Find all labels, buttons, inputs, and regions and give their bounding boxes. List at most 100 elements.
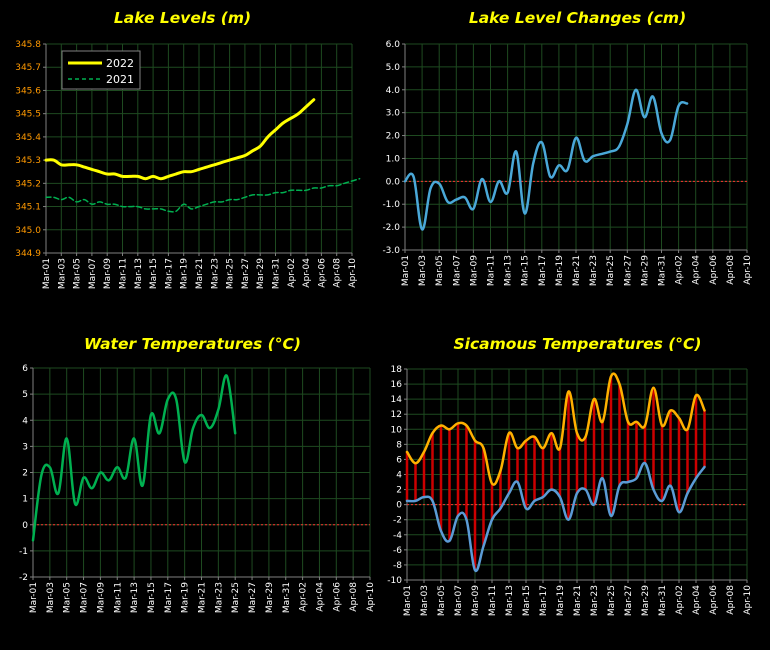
x-tick-label: Mar-09 [96, 582, 106, 613]
y-tick-label: 345.3 [15, 156, 41, 166]
x-tick-label: Apr-04 [302, 258, 312, 288]
y-tick-label: 0 [22, 521, 28, 531]
y-tick-label: 6.0 [386, 40, 401, 50]
range-bars [405, 376, 706, 571]
x-tick-label: Mar-11 [488, 585, 498, 616]
y-tick-label: 345.7 [15, 63, 41, 73]
y-tick-label: -2.0 [382, 223, 400, 233]
y-tick-label: 0.0 [386, 177, 401, 187]
lake-level-changes-chart: Lake Level Changes (cm) -3.0 -2.0 -1.0 0.0 1… [382, 0, 770, 325]
x-tick-label: Mar-09 [103, 258, 113, 289]
x-tick-label: Mar-27 [624, 585, 634, 616]
lake-levels-plot: 344.9 345.0 345.1 345.2 345.3 345.4 345.5 345.6… [15, 40, 361, 289]
x-tick-label: Apr-02 [675, 255, 685, 285]
x-tick-label: Mar-05 [63, 582, 73, 613]
y-tick-label: 345.1 [15, 203, 41, 213]
x-tick-label: Mar-29 [641, 585, 651, 616]
x-tick-label: Mar-25 [607, 585, 617, 616]
x-tick-label: Mar-25 [226, 258, 236, 289]
x-tick-label: Mar-03 [418, 255, 428, 286]
x-tick-label: Mar-03 [57, 258, 67, 289]
water-temperatures-plot: -2 -1 0 1 2 3 4 5 6 Mar-01 Mar-03 Mar-05 Mar-07 Mar-0… [19, 364, 376, 613]
chart-title: Water Temperatures (°C) [84, 335, 301, 353]
legend-label: 2022 [106, 57, 134, 70]
y-tick-label: 345.5 [15, 110, 41, 120]
x-tick-label: Apr-08 [726, 585, 736, 615]
y-tick-label: 4.0 [386, 86, 401, 96]
x-tick-label: Apr-10 [743, 585, 753, 615]
y-tick-label: 0 [396, 501, 402, 511]
y-tick-label: 18 [391, 365, 403, 375]
y-tick-label: -3.0 [382, 246, 400, 256]
chart-title: Lake Level Changes (cm) [468, 9, 687, 27]
y-tick-label: 6 [22, 364, 28, 374]
y-tick-label: 2 [22, 469, 28, 479]
x-tick-label: Mar-05 [435, 255, 445, 286]
x-tick-label: Mar-09 [471, 585, 481, 616]
x-tick-label: Mar-21 [195, 258, 205, 289]
y-tick-label: 345.4 [15, 133, 41, 143]
y-tick-label: -6 [393, 546, 402, 556]
x-tick-label: Mar-29 [265, 582, 275, 613]
series-line-series-0 [31, 374, 237, 542]
x-tick-label: Mar-03 [46, 582, 56, 613]
x-tick-label: Mar-15 [522, 585, 532, 616]
x-tick-label: Mar-21 [572, 255, 582, 286]
chart-title: Lake Levels (m) [113, 9, 252, 27]
x-tick-label: Mar-17 [539, 585, 549, 616]
y-tick-label: 10 [391, 425, 403, 435]
x-tick-label: Apr-04 [692, 255, 702, 285]
y-tick-label: 4 [22, 416, 28, 426]
y-tick-label: 3 [22, 442, 28, 452]
y-tick-label: -2 [19, 573, 28, 583]
x-tick-label: Mar-15 [149, 258, 159, 289]
x-tick-label: Mar-31 [658, 585, 668, 616]
y-tick-label: 4 [396, 471, 402, 481]
y-tick-label: 6 [396, 455, 402, 465]
x-tick-label: Mar-07 [80, 582, 90, 613]
x-tick-label: Apr-06 [709, 255, 719, 285]
x-tick-label: Apr-10 [743, 255, 753, 285]
series-line-series-0 [405, 372, 706, 486]
x-tick-label: Mar-27 [241, 258, 251, 289]
x-tick-label: Mar-19 [555, 255, 565, 286]
y-tick-label: 3.0 [386, 109, 401, 119]
x-tick-label: Mar-11 [487, 255, 497, 286]
y-tick-label: 12 [391, 410, 402, 420]
y-tick-label: 345.6 [15, 86, 41, 96]
x-tick-label: Mar-01 [403, 585, 413, 616]
x-tick-label: Mar-23 [210, 258, 220, 289]
x-tick-label: Apr-08 [333, 258, 343, 288]
y-tick-label: -2 [393, 516, 402, 526]
y-tick-label: 2 [396, 486, 402, 496]
x-tick-label: Mar-29 [256, 258, 266, 289]
water-temperatures-chart: Water Temperatures (°C) -2 -1 0 1 2 3 4 5 6 Mar-0… [0, 325, 385, 650]
x-tick-label: Mar-09 [469, 255, 479, 286]
x-tick-label: Apr-10 [366, 582, 376, 612]
sicamous-temperatures-chart: Sicamous Temperatures (°C) -10 -8 -6 -4 -2 0 2… [385, 325, 770, 650]
series-line-2022 [44, 98, 316, 181]
x-tick-label: Mar-27 [623, 255, 633, 286]
x-tick-label: Mar-15 [147, 582, 157, 613]
x-tick-label: Mar-31 [658, 255, 668, 286]
series-line-series-1 [405, 461, 706, 573]
y-tick-label: 345.8 [15, 40, 41, 50]
x-tick-label: Mar-05 [73, 258, 83, 289]
sicamous-temperatures-plot: -10 -8 -6 -4 -2 0 2 4 6 8 10 12 14 16 18 Mar-01 Mar-03 Ma… [387, 365, 753, 616]
x-tick-label: Apr-06 [317, 258, 327, 288]
x-tick-label: Mar-01 [401, 255, 411, 286]
x-tick-label: Mar-27 [248, 582, 258, 613]
x-tick-label: Apr-02 [287, 258, 297, 288]
lake-level-changes-plot: -3.0 -2.0 -1.0 0.0 1.0 2.0 3.0 4.0 5.0 6.0 Mar-01 M… [382, 40, 753, 286]
x-tick-label: Mar-07 [452, 255, 462, 286]
x-tick-label: Mar-13 [504, 255, 514, 286]
y-tick-label: 345.0 [15, 226, 41, 236]
y-tick-label: 16 [391, 380, 403, 390]
x-tick-label: Mar-13 [130, 582, 140, 613]
series-line-series-0 [403, 88, 689, 231]
x-tick-label: Mar-25 [606, 255, 616, 286]
x-tick-label: Mar-15 [521, 255, 531, 286]
x-tick-label: Mar-03 [420, 585, 430, 616]
x-tick-label: Mar-17 [538, 255, 548, 286]
lake-levels-chart: Lake Levels (m) 344.9 345.0 345.1 345.2 345.… [0, 0, 385, 325]
